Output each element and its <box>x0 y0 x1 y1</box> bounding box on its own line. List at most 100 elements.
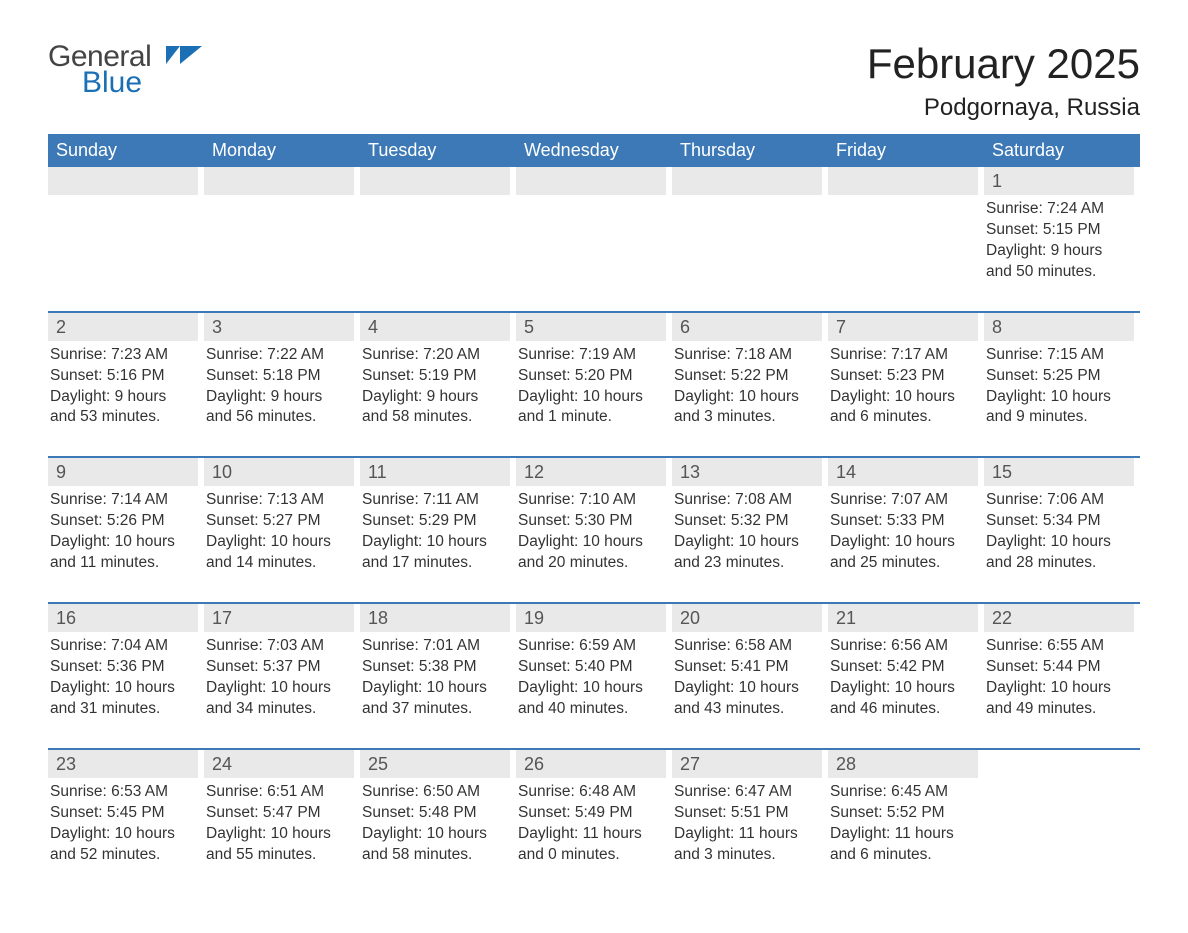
day-details: Sunrise: 7:06 AMSunset: 5:34 PMDaylight:… <box>984 490 1134 574</box>
day-day2-line: and 56 minutes. <box>206 407 354 428</box>
day-sunset-line: Sunset: 5:19 PM <box>362 366 510 387</box>
day-sunrise-line: Sunrise: 6:59 AM <box>518 636 666 657</box>
day-details: Sunrise: 7:13 AMSunset: 5:27 PMDaylight:… <box>204 490 354 574</box>
day-sunrise-line: Sunrise: 7:07 AM <box>830 490 978 511</box>
day-sunset-line: Sunset: 5:23 PM <box>830 366 978 387</box>
day-day1-line: Daylight: 9 hours <box>362 387 510 408</box>
day-sunrise-line: Sunrise: 7:23 AM <box>50 345 198 366</box>
day-details: Sunrise: 6:48 AMSunset: 5:49 PMDaylight:… <box>516 782 666 866</box>
day-day2-line: and 3 minutes. <box>674 845 822 866</box>
day-sunrise-line: Sunrise: 7:20 AM <box>362 345 510 366</box>
day-day1-line: Daylight: 10 hours <box>986 678 1134 699</box>
calendar-day-cell: 22Sunrise: 6:55 AMSunset: 5:44 PMDayligh… <box>984 604 1140 728</box>
day-sunset-line: Sunset: 5:41 PM <box>674 657 822 678</box>
calendar-day-cell: 14 Sunrise: 7:07 AMSunset: 5:33 PMDayligh… <box>828 458 984 582</box>
header-row: General Blue February 2025 Podgornaya, R… <box>48 40 1140 130</box>
day-number: 17 <box>204 604 354 632</box>
day-day1-line: Daylight: 10 hours <box>986 387 1134 408</box>
day-number: 5 <box>516 313 666 341</box>
calendar-day-cell: 24Sunrise: 6:51 AMSunset: 5:47 PMDayligh… <box>204 750 360 874</box>
day-sunrise-line: Sunrise: 6:58 AM <box>674 636 822 657</box>
day-day1-line: Daylight: 10 hours <box>830 532 978 553</box>
day-number: 21 <box>828 604 978 632</box>
day-sunrise-line: Sunrise: 7:10 AM <box>518 490 666 511</box>
day-sunrise-line: Sunrise: 6:45 AM <box>830 782 978 803</box>
day-details: Sunrise: 6:56 AMSunset: 5:42 PMDaylight:… <box>828 636 978 720</box>
day-number: 28 <box>828 750 978 778</box>
day-day1-line: Daylight: 9 hours <box>206 387 354 408</box>
day-sunrise-line: Sunrise: 7:22 AM <box>206 345 354 366</box>
day-sunset-line: Sunset: 5:38 PM <box>362 657 510 678</box>
day-number: 24 <box>204 750 354 778</box>
day-number: 14 <box>828 458 978 486</box>
day-sunset-line: Sunset: 5:34 PM <box>986 511 1134 532</box>
day-sunrise-line: Sunrise: 7:06 AM <box>986 490 1134 511</box>
day-day1-line: Daylight: 10 hours <box>830 678 978 699</box>
day-day1-line: Daylight: 10 hours <box>674 678 822 699</box>
day-details: Sunrise: 6:53 AMSunset: 5:45 PMDaylight:… <box>48 782 198 866</box>
day-day1-line: Daylight: 10 hours <box>362 532 510 553</box>
calendar-day-cell: 26Sunrise: 6:48 AMSunset: 5:49 PMDayligh… <box>516 750 672 874</box>
day-day2-line: and 6 minutes. <box>830 845 978 866</box>
day-number: 19 <box>516 604 666 632</box>
day-details: Sunrise: 7:17 AMSunset: 5:23 PMDaylight:… <box>828 345 978 429</box>
day-sunrise-line: Sunrise: 7:13 AM <box>206 490 354 511</box>
day-details: Sunrise: 7:04 AMSunset: 5:36 PMDaylight:… <box>48 636 198 720</box>
day-details: Sunrise: 7:18 AMSunset: 5:22 PMDaylight:… <box>672 345 822 429</box>
weekday-header: Friday <box>828 134 984 167</box>
day-day2-line: and 1 minute. <box>518 407 666 428</box>
weekday-header: Saturday <box>984 134 1140 167</box>
day-sunrise-line: Sunrise: 7:15 AM <box>986 345 1134 366</box>
calendar-day-cell <box>516 167 672 291</box>
day-number: 16 <box>48 604 198 632</box>
day-sunrise-line: Sunrise: 7:17 AM <box>830 345 978 366</box>
day-day1-line: Daylight: 10 hours <box>518 387 666 408</box>
day-sunrise-line: Sunrise: 7:24 AM <box>986 199 1134 220</box>
calendar-week: 23Sunrise: 6:53 AMSunset: 5:45 PMDayligh… <box>48 748 1140 874</box>
day-day1-line: Daylight: 10 hours <box>518 678 666 699</box>
logo-sail-icon <box>180 46 202 64</box>
day-sunrise-line: Sunrise: 6:47 AM <box>674 782 822 803</box>
day-day2-line: and 11 minutes. <box>50 553 198 574</box>
day-details: Sunrise: 6:58 AMSunset: 5:41 PMDaylight:… <box>672 636 822 720</box>
day-sunset-line: Sunset: 5:15 PM <box>986 220 1134 241</box>
calendar-day-cell: 15Sunrise: 7:06 AMSunset: 5:34 PMDayligh… <box>984 458 1140 582</box>
day-day2-line: and 46 minutes. <box>830 699 978 720</box>
day-details: Sunrise: 7:22 AMSunset: 5:18 PMDaylight:… <box>204 345 354 429</box>
calendar-day-cell: 21 Sunrise: 6:56 AMSunset: 5:42 PMDayligh… <box>828 604 984 728</box>
day-details: Sunrise: 7:07 AMSunset: 5:33 PMDaylight:… <box>828 490 978 574</box>
day-number: 1 <box>984 167 1134 195</box>
day-number: 18 <box>360 604 510 632</box>
day-day1-line: Daylight: 10 hours <box>50 678 198 699</box>
day-sunrise-line: Sunrise: 6:51 AM <box>206 782 354 803</box>
day-day2-line: and 3 minutes. <box>674 407 822 428</box>
calendar-page: General Blue February 2025 Podgornaya, R… <box>0 0 1188 933</box>
day-day2-line: and 14 minutes. <box>206 553 354 574</box>
weekday-header: Tuesday <box>360 134 516 167</box>
logo-word-2: Blue <box>82 66 228 100</box>
day-day1-line: Daylight: 10 hours <box>674 387 822 408</box>
day-sunset-line: Sunset: 5:32 PM <box>674 511 822 532</box>
day-details: Sunrise: 6:45 AMSunset: 5:52 PMDaylight:… <box>828 782 978 866</box>
calendar-day-cell: 25Sunrise: 6:50 AMSunset: 5:48 PMDayligh… <box>360 750 516 874</box>
day-day1-line: Daylight: 11 hours <box>518 824 666 845</box>
day-number: 22 <box>984 604 1134 632</box>
day-day1-line: Daylight: 10 hours <box>830 387 978 408</box>
day-sunrise-line: Sunrise: 6:56 AM <box>830 636 978 657</box>
day-sunset-line: Sunset: 5:30 PM <box>518 511 666 532</box>
empty-day-strip <box>360 167 510 195</box>
day-sunset-line: Sunset: 5:18 PM <box>206 366 354 387</box>
day-day1-line: Daylight: 10 hours <box>362 824 510 845</box>
day-day1-line: Daylight: 10 hours <box>206 678 354 699</box>
day-day1-line: Daylight: 10 hours <box>50 532 198 553</box>
day-sunrise-line: Sunrise: 7:19 AM <box>518 345 666 366</box>
day-number: 11 <box>360 458 510 486</box>
day-sunrise-line: Sunrise: 7:01 AM <box>362 636 510 657</box>
day-details: Sunrise: 7:01 AMSunset: 5:38 PMDaylight:… <box>360 636 510 720</box>
day-sunrise-line: Sunrise: 6:53 AM <box>50 782 198 803</box>
day-day2-line: and 25 minutes. <box>830 553 978 574</box>
day-number: 13 <box>672 458 822 486</box>
empty-day-strip <box>516 167 666 195</box>
calendar-day-cell: 27Sunrise: 6:47 AMSunset: 5:51 PMDayligh… <box>672 750 828 874</box>
day-number: 4 <box>360 313 510 341</box>
